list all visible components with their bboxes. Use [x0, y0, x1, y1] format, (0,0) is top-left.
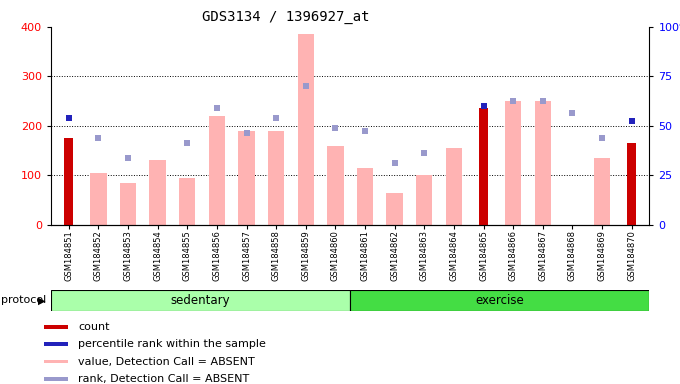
Bar [65, 138, 73, 225]
Bar [594, 158, 610, 225]
Bar [239, 131, 255, 225]
Bar [534, 101, 551, 225]
Bar [505, 101, 522, 225]
Bar [298, 34, 314, 225]
Text: count: count [78, 322, 109, 332]
Bar [479, 108, 488, 225]
Text: percentile rank within the sample: percentile rank within the sample [78, 339, 266, 349]
Bar [44, 325, 68, 329]
Bar [44, 377, 68, 381]
Bar [416, 175, 432, 225]
Bar [209, 116, 225, 225]
Text: sedentary: sedentary [171, 294, 231, 307]
Text: GDS3134 / 1396927_at: GDS3134 / 1396927_at [202, 10, 369, 23]
Text: ▶: ▶ [38, 295, 46, 306]
Text: value, Detection Call = ABSENT: value, Detection Call = ABSENT [78, 356, 255, 367]
Bar [179, 178, 195, 225]
Bar [44, 359, 68, 364]
Text: rank, Detection Call = ABSENT: rank, Detection Call = ABSENT [78, 374, 250, 384]
Bar [627, 143, 636, 225]
Bar [150, 161, 166, 225]
Bar [350, 290, 649, 311]
Bar [90, 173, 107, 225]
Bar [386, 192, 403, 225]
Bar [357, 168, 373, 225]
Bar [445, 148, 462, 225]
Text: exercise: exercise [475, 294, 524, 307]
Text: protocol: protocol [1, 295, 47, 306]
Bar [268, 131, 284, 225]
Bar [120, 183, 136, 225]
Bar [44, 342, 68, 346]
Bar [327, 146, 343, 225]
Bar [51, 290, 350, 311]
